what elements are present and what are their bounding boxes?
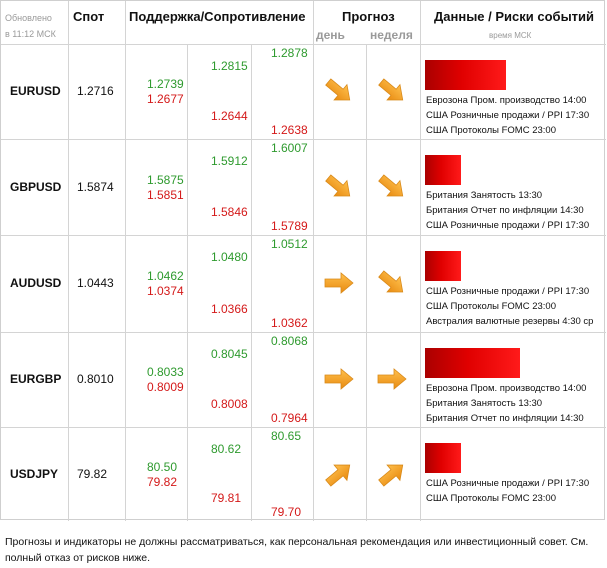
pair-label: USDJPY	[10, 466, 59, 481]
grid-line	[1, 139, 606, 140]
arrow-up-right-icon	[322, 459, 356, 489]
support-level-1: 1.5875	[147, 172, 184, 187]
arrow-right-icon	[322, 364, 356, 394]
risk-bar	[425, 348, 520, 378]
risk-bar	[425, 251, 461, 281]
arrow-right-icon	[322, 268, 356, 298]
support-level-2: 1.0480	[211, 250, 248, 264]
event-item: Австралия валютные резервы 4:30 ср	[426, 316, 594, 327]
grid-line	[1, 235, 606, 236]
resistance-level-2: 1.5846	[211, 205, 248, 219]
updated-label: Обновлено	[5, 13, 52, 23]
arrow-down-right-icon	[322, 172, 356, 202]
event-item: Еврозона Пром. производство 14:00	[426, 95, 587, 106]
grid-line	[366, 45, 367, 521]
grid-line	[125, 1, 126, 521]
risk-bar	[425, 443, 461, 473]
support-level-2: 1.5912	[211, 154, 248, 168]
support-level-1: 1.0462	[147, 269, 184, 283]
grid-line	[1, 332, 606, 333]
arrow-down-right-icon	[322, 76, 356, 106]
risk-bar	[425, 60, 506, 90]
support-level-1: 1.2739	[147, 77, 184, 91]
support-level-3: 1.6007	[271, 141, 308, 155]
spot-value: 1.2716	[77, 84, 114, 98]
spot-header: Спот	[73, 9, 105, 24]
event-item: Британия Занятость 13:30	[426, 190, 543, 201]
event-item: США Розничные продажи / PPI 17:30	[426, 286, 590, 297]
grid-line	[420, 1, 421, 521]
resistance-level-3: 0.7964	[271, 411, 308, 425]
resistance-level-1: 1.2677	[147, 92, 184, 106]
event-item: США Розничные продажи / PPI 17:30	[426, 110, 590, 121]
grid-line	[68, 1, 69, 521]
resistance-level-2: 1.2644	[211, 109, 248, 123]
grid-line	[251, 45, 252, 521]
event-item: Британия Занятость 13:30	[426, 398, 543, 409]
spot-value: 1.5874	[77, 179, 114, 194]
resistance-level-3: 79.70	[271, 505, 302, 519]
event-item: Еврозона Пром. производство 14:00	[426, 383, 587, 394]
grid-line	[1, 44, 606, 45]
time-note: время МСК	[489, 31, 532, 40]
day-header: день	[316, 28, 345, 42]
pair-label: GBPUSD	[10, 179, 62, 194]
event-item: США Протоколы FOMC 23:00	[426, 493, 556, 504]
event-item: США Розничные продажи / PPI 17:30	[426, 478, 590, 489]
event-item: США Розничные продажи / PPI 17:30	[426, 220, 590, 231]
resistance-level-3: 1.5789	[271, 219, 308, 233]
event-item: США Протоколы FOMC 23:00	[426, 301, 556, 312]
spot-value: 79.82	[77, 466, 108, 481]
risk-bar	[425, 155, 461, 185]
support-resistance-header: Поддержка/Сопротивление	[129, 9, 306, 24]
support-level-1: 80.50	[147, 459, 178, 474]
forecast-header: Прогноз	[342, 9, 395, 24]
resistance-level-3: 1.0362	[271, 316, 308, 330]
spot-value: 0.8010	[77, 372, 114, 386]
event-item: Британия Отчет по инфляции 14:30	[426, 413, 584, 424]
resistance-level-1: 0.8009	[147, 380, 184, 394]
pair-label: AUDUSD	[10, 276, 62, 290]
support-level-2: 1.2815	[211, 59, 248, 73]
event-item: Британия Отчет по инфляции 14:30	[426, 205, 584, 216]
resistance-level-2: 1.0366	[211, 302, 248, 316]
resistance-level-1: 79.82	[147, 474, 178, 489]
support-level-3: 80.65	[271, 429, 302, 443]
support-level-1: 0.8033	[147, 365, 184, 379]
arrow-down-right-icon	[375, 172, 409, 202]
grid-line	[1, 427, 606, 428]
week-header: неделя	[370, 28, 413, 42]
forecast-table: Обновлено в 11:12 МСК Спот Поддержка/Соп…	[0, 0, 606, 521]
arrow-down-right-icon	[375, 268, 409, 298]
resistance-level-2: 79.81	[211, 491, 242, 505]
resistance-level-3: 1.2638	[271, 123, 308, 137]
resistance-level-1: 1.5851	[147, 187, 184, 202]
arrow-right-icon	[375, 364, 409, 394]
data-risks-header: Данные / Риски событий	[434, 9, 595, 24]
disclaimer-text: Прогнозы и индикаторы не должны рассматр…	[5, 536, 589, 564]
arrow-down-right-icon	[375, 76, 409, 106]
support-level-3: 0.8068	[271, 334, 308, 348]
support-level-2: 80.62	[211, 442, 242, 456]
support-level-3: 1.2878	[271, 46, 308, 60]
support-level-2: 0.8045	[211, 347, 248, 361]
resistance-level-2: 0.8008	[211, 397, 248, 411]
pair-label: EURUSD	[10, 84, 61, 98]
grid-line	[187, 45, 188, 521]
grid-line	[313, 1, 314, 521]
support-level-3: 1.0512	[271, 237, 308, 251]
arrow-up-right-icon	[375, 459, 409, 489]
event-item: США Протоколы FOMC 23:00	[426, 125, 556, 136]
resistance-level-1: 1.0374	[147, 284, 184, 298]
pair-label: EURGBP	[10, 372, 62, 386]
updated-time: в 11:12 МСК	[5, 29, 56, 39]
spot-value: 1.0443	[77, 276, 114, 290]
